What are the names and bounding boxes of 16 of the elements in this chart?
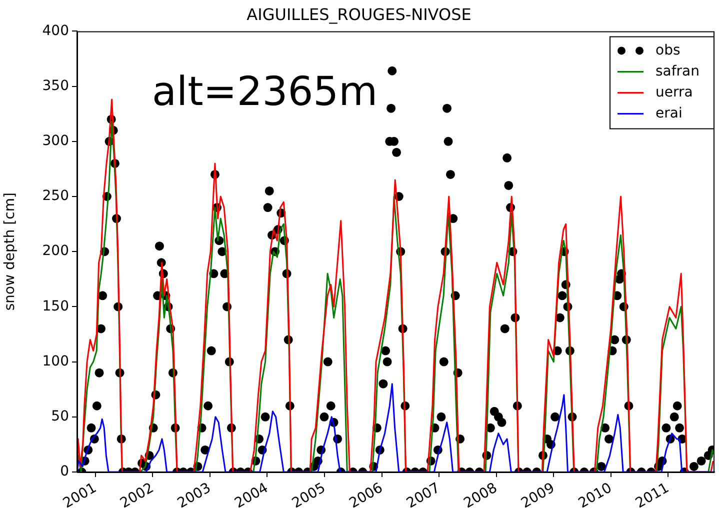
chart-title: AIGUILLES_ROUGES-NIVOSE bbox=[246, 4, 472, 24]
y-tick-label: 200 bbox=[42, 243, 69, 260]
y-tick-label: 250 bbox=[42, 188, 69, 204]
legend-label: obs bbox=[656, 42, 680, 58]
y-tick-label: 150 bbox=[42, 298, 69, 314]
legend-label: erai bbox=[656, 105, 682, 122]
legend-label: safran bbox=[656, 63, 700, 80]
y-tick-label: 0 bbox=[60, 464, 69, 480]
y-tick-label: 50 bbox=[51, 408, 69, 425]
y-tick-label: 100 bbox=[42, 353, 69, 370]
annotation: alt=2365m bbox=[152, 69, 378, 116]
y-tick-label: 300 bbox=[42, 133, 69, 150]
y-tick-label: 350 bbox=[42, 78, 69, 94]
legend-label: uerra bbox=[656, 84, 693, 100]
y-axis-title: snow depth [cm] bbox=[2, 192, 18, 311]
y-tick-label: 400 bbox=[42, 22, 69, 39]
